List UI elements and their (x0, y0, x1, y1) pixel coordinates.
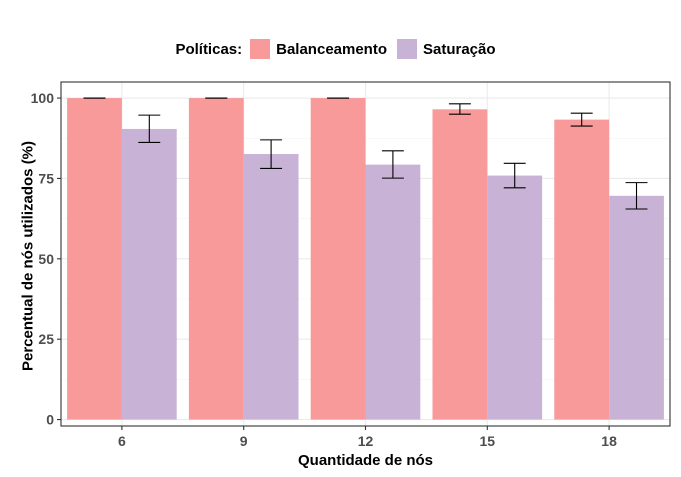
errorbar-saturao-6 (138, 114, 161, 143)
legend: Políticas: Balanceamento Saturação (0, 37, 681, 61)
bar-balanceamento-18 (554, 119, 610, 420)
y-tick-label: 100 (31, 90, 55, 106)
bar-balanceamento-9 (188, 98, 244, 420)
errorbar-balanceamento-18 (570, 112, 593, 127)
x-tick-label: 18 (601, 433, 617, 449)
legend-title: Políticas: (175, 40, 243, 58)
legend-item-balanceamento: Balanceamento (250, 39, 387, 59)
errorbar-saturao-9 (260, 139, 283, 170)
y-axis-title: Percentual de nós utilizados (%) (19, 140, 37, 372)
bar-saturao-18 (609, 195, 664, 420)
x-tick-label: 12 (358, 433, 374, 449)
legend-key-balanceamento (250, 39, 271, 59)
x-tick-label: 6 (118, 433, 126, 449)
y-tick-label: 25 (38, 331, 54, 347)
errorbar-saturao-18 (625, 182, 648, 210)
y-tick-label: 0 (46, 412, 54, 428)
x-tick-label: 15 (480, 433, 496, 449)
bar-saturao-15 (487, 175, 543, 420)
bar-balanceamento-6 (67, 98, 122, 420)
errorbar-saturao-12 (381, 150, 404, 179)
legend-item-saturacao: Saturação (397, 39, 496, 59)
legend-label-balanceamento: Balanceamento (276, 40, 387, 58)
legend-key-saturacao (397, 39, 417, 59)
bar-saturao-6 (121, 128, 177, 420)
bar-balanceamento-15 (432, 109, 488, 420)
bar-balanceamento-12 (310, 98, 366, 420)
bar-saturao-9 (243, 154, 299, 420)
y-tick-label: 50 (38, 251, 54, 267)
bar-saturao-12 (365, 164, 421, 420)
y-tick-label: 75 (38, 170, 54, 186)
errorbar-saturao-15 (503, 162, 526, 189)
x-tick-label: 9 (240, 433, 248, 449)
legend-label-saturacao: Saturação (423, 40, 496, 58)
errorbar-balanceamento-15 (448, 103, 471, 115)
x-axis-title: Quantidade de nós (297, 452, 433, 469)
